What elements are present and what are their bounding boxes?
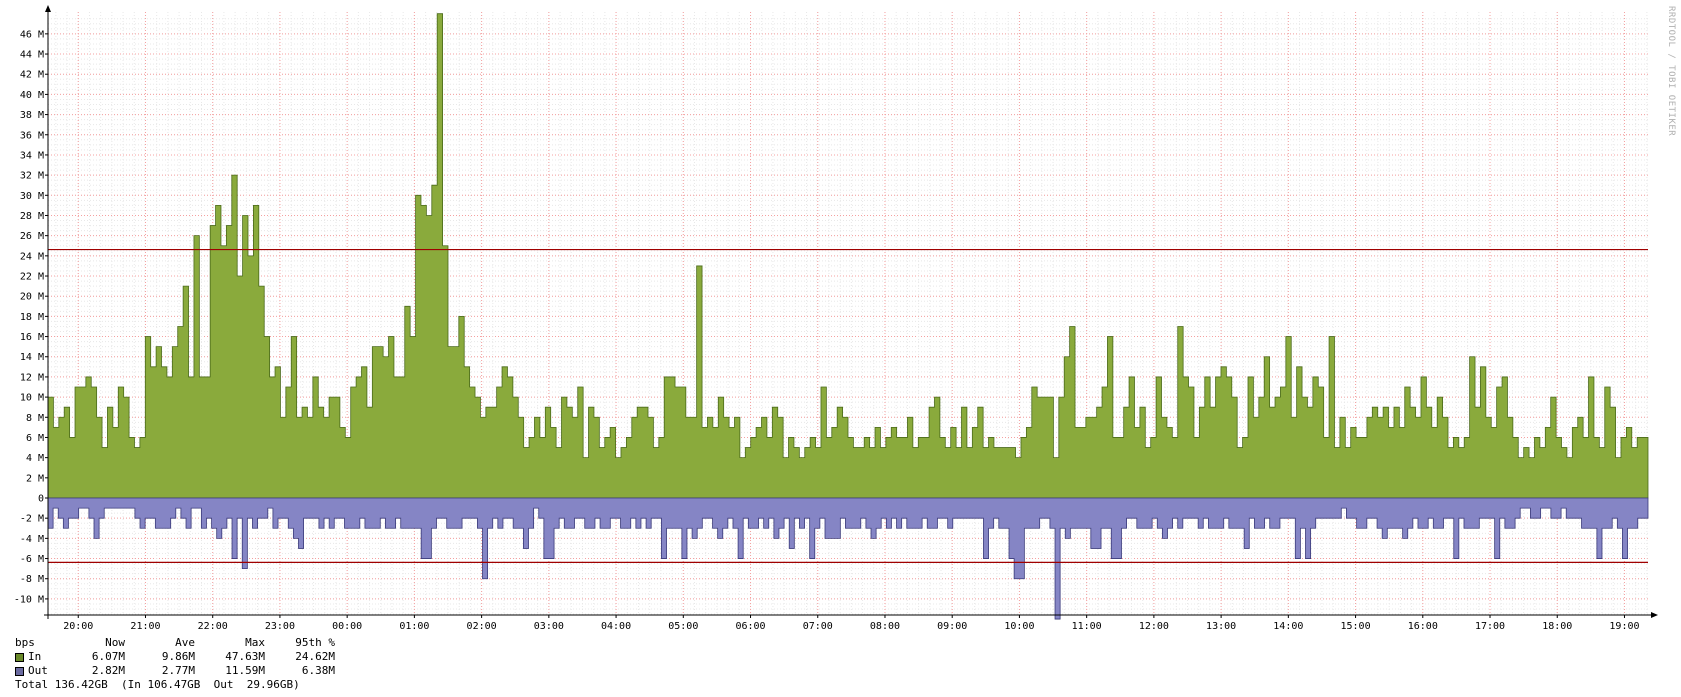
rrdtool-watermark: RRDTOOL / TOBI OETIKER [1666,6,1676,137]
x-tick-label: 01:00 [399,621,429,632]
x-tick-label: 18:00 [1542,621,1572,632]
y-tick-label: 26 M [20,231,44,242]
legend-label-in: In [28,650,42,663]
legend-header-ave: Ave [175,636,195,649]
y-tick-label: 30 M [20,191,44,202]
y-tick-label: 44 M [20,50,44,61]
legend-in-now: 6.07M [91,650,125,663]
y-tick-label: 2 M [26,473,44,484]
y-tick-label: 34 M [20,150,44,161]
y-tick-label: 12 M [20,372,44,383]
y-tick-label: 14 M [20,352,44,363]
x-tick-label: 08:00 [870,621,900,632]
y-tick-label: 0 [38,494,44,505]
y-tick-label: 38 M [20,110,44,121]
y-tick-label: 24 M [20,251,44,262]
y-tick-label: 8 M [26,413,44,424]
y-tick-label: 28 M [20,211,44,222]
legend-unit: bps [15,636,35,649]
x-tick-label: 09:00 [937,621,967,632]
x-tick-label: 12:00 [1139,621,1169,632]
legend: bps Now Ave Max 95th % In 6.07M 9.86M 47.63M 24.… [15,636,335,692]
legend-out-ave: 2.77M [161,664,195,677]
legend-in-p95: 24.62M [295,650,335,663]
y-tick-label: 36 M [20,130,44,141]
series-in-area [47,13,1649,499]
x-tick-label: 04:00 [601,621,631,632]
percentile-lines [48,248,1648,563]
legend-out-p95: 6.38M [301,664,335,677]
legend-in-ave: 9.86M [161,650,195,663]
y-tick-label: 4 M [26,453,44,464]
x-axis-tick-labels: 20:00 21:00 22:00 23:00 00:00 01:00 02:00 03:00… [63,615,1640,632]
x-tick-label: 07:00 [803,621,833,632]
x-tick-label: 03:00 [534,621,564,632]
legend-header-now: Now [105,636,125,649]
y-tick-label: 6 M [26,433,44,444]
y-tick-label: 22 M [20,272,44,283]
y-tick-label: -8 M [20,574,44,585]
x-tick-label: 21:00 [130,621,160,632]
y-tick-label: 10 M [20,393,44,404]
y-tick-label: 32 M [20,171,44,182]
legend-total: Total 136.42GB (In 106.47GB Out 29.96GB) [15,678,300,691]
x-tick-label: 11:00 [1072,621,1102,632]
legend-row-out: Out 2.82M 2.77M 11.59M 6.38M [15,664,335,678]
x-tick-label: 22:00 [198,621,228,632]
y-tick-label: 20 M [20,292,44,303]
x-tick-label: 13:00 [1206,621,1236,632]
legend-header-row: bps Now Ave Max 95th % [15,636,335,650]
legend-row-in: In 6.07M 9.86M 47.63M 24.62M [15,650,335,664]
chart-areas [47,13,1649,620]
y-tick-label: 42 M [20,70,44,81]
y-tick-label: 18 M [20,312,44,323]
chart-axes [44,5,1658,619]
x-tick-label: 17:00 [1475,621,1505,632]
x-tick-label: 02:00 [467,621,497,632]
x-tick-label: 14:00 [1273,621,1303,632]
x-axis-arrow [1651,612,1658,618]
x-tick-label: 23:00 [265,621,295,632]
x-tick-label: 20:00 [63,621,93,632]
x-tick-label: 00:00 [332,621,362,632]
legend-out-max: 11.59M [225,664,265,677]
x-tick-label: 19:00 [1609,621,1639,632]
series-out-area [47,497,1649,620]
legend-out-now: 2.82M [91,664,125,677]
y-tick-label: 40 M [20,90,44,101]
legend-in-max: 47.63M [225,650,265,663]
legend-header-p95: 95th % [295,636,335,649]
legend-swatch-in [15,652,24,662]
y-axis-tick-labels: 46 M 44 M 42 M 40 M 38 M 36 M 34 M 32 M 30 M 28 M… [14,29,48,605]
x-tick-label: 15:00 [1341,621,1371,632]
legend-swatch-out [15,666,24,676]
y-tick-label: -2 M [20,514,44,525]
y-tick-label: -4 M [20,534,44,545]
y-tick-label: -10 M [14,594,44,605]
legend-label-out: Out [28,664,48,677]
y-tick-label: 46 M [20,29,44,40]
x-tick-label: 05:00 [668,621,698,632]
y-axis-arrow [45,5,51,12]
x-tick-label: 16:00 [1408,621,1438,632]
y-tick-label: 16 M [20,332,44,343]
x-tick-label: 10:00 [1004,621,1034,632]
x-tick-label: 06:00 [735,621,765,632]
y-tick-label: -6 M [20,554,44,565]
legend-header-max: Max [245,636,265,649]
